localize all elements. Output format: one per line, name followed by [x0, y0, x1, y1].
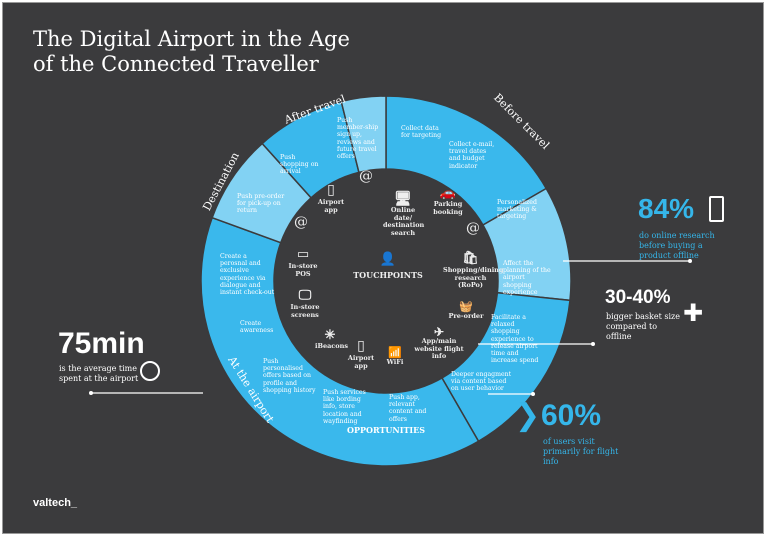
opp-12: Push pre-order for pick-up on return	[237, 193, 285, 215]
tp-online-search: 🖥 Online date/ destination search	[383, 191, 425, 237]
opp-4: Affect the planning of the airport shopp…	[503, 260, 551, 296]
at-icon: @	[466, 220, 480, 236]
opp-9: Push personalised offers based on profil…	[263, 358, 316, 394]
opp-5: Facilitate a relaxed shopping experience…	[491, 314, 539, 365]
stat-text-30-40: bigger basket size compared to offline	[606, 312, 680, 341]
tp-parking: 🚗 Parking booking	[433, 186, 463, 216]
stat-value-30-40: 30-40%	[605, 287, 671, 308]
opp-8: Push services like bording info, store l…	[323, 389, 366, 425]
connector-dot	[89, 391, 93, 395]
connector-dot	[688, 259, 692, 263]
tp-ibeacons: ✳ iBeacons	[315, 328, 348, 350]
stat-text-60: of users visit primarily for flight info	[543, 437, 619, 466]
stat-value-84: 84%	[638, 193, 695, 224]
stat-value-75: 75min	[58, 327, 145, 360]
donut-segment-3	[200, 216, 480, 467]
opp-13: Push shopping on arrival	[280, 154, 319, 176]
tp-airport-app-bottom: ▯ Airport app	[347, 338, 375, 370]
stat-value-60: 60%	[541, 399, 602, 432]
opp-2: Collect e-mail, travel dates and budget …	[449, 141, 495, 170]
tp-shopping: 🛍 Shopping/dining research (RoPo)	[443, 251, 504, 289]
opp-7: Push app, relevant content and offers	[389, 394, 427, 423]
tp-wifi: 📶 WiFi	[386, 346, 404, 366]
tp-flight-info: ✈ App/main website flight info	[414, 325, 464, 360]
tp-airport-app-top: ▯ Airport app	[317, 182, 345, 214]
connector-dot	[531, 392, 535, 396]
opp-3: Personalized marketing & targeting	[497, 199, 537, 221]
touchpoints-label: 👤 TOUCHPOINTS	[353, 252, 423, 280]
opportunities-label: OPPORTUNITIES	[346, 425, 426, 435]
page-title: The Digital Airport in the Age of the Con…	[33, 27, 350, 76]
clock-icon	[140, 361, 160, 381]
donut-segment-6	[340, 95, 387, 174]
opp-1: Collect data for targeting	[401, 125, 442, 140]
tp-preorder: 🧺 Pre-order	[448, 300, 484, 320]
at-icon: @	[294, 214, 308, 230]
plus-icon: ✚	[683, 299, 704, 327]
stat-text-84: do online research before buying a produ…	[639, 231, 715, 260]
connector-dot	[591, 342, 595, 346]
opp-10: Create awareness	[240, 320, 274, 335]
opp-14: Push member-ship sign up, reviews and fu…	[337, 117, 379, 161]
donut-chart	[89, 95, 692, 467]
stat-text-75: is the average time spent at the airport	[59, 364, 139, 383]
chevron-right-icon: ❯	[515, 398, 541, 433]
tp-instore-screens: 🖵 In-store screens	[290, 288, 320, 319]
opp-11: Create a perosnal and exclusive experien…	[220, 253, 275, 297]
tp-instore-pos: ▭ In-store POS	[288, 247, 318, 278]
at-icon: @	[359, 168, 373, 184]
brand-logo: valtech_	[33, 497, 78, 509]
phone-icon	[709, 196, 724, 222]
opp-6: Deeper engagment via content based on us…	[451, 371, 512, 393]
